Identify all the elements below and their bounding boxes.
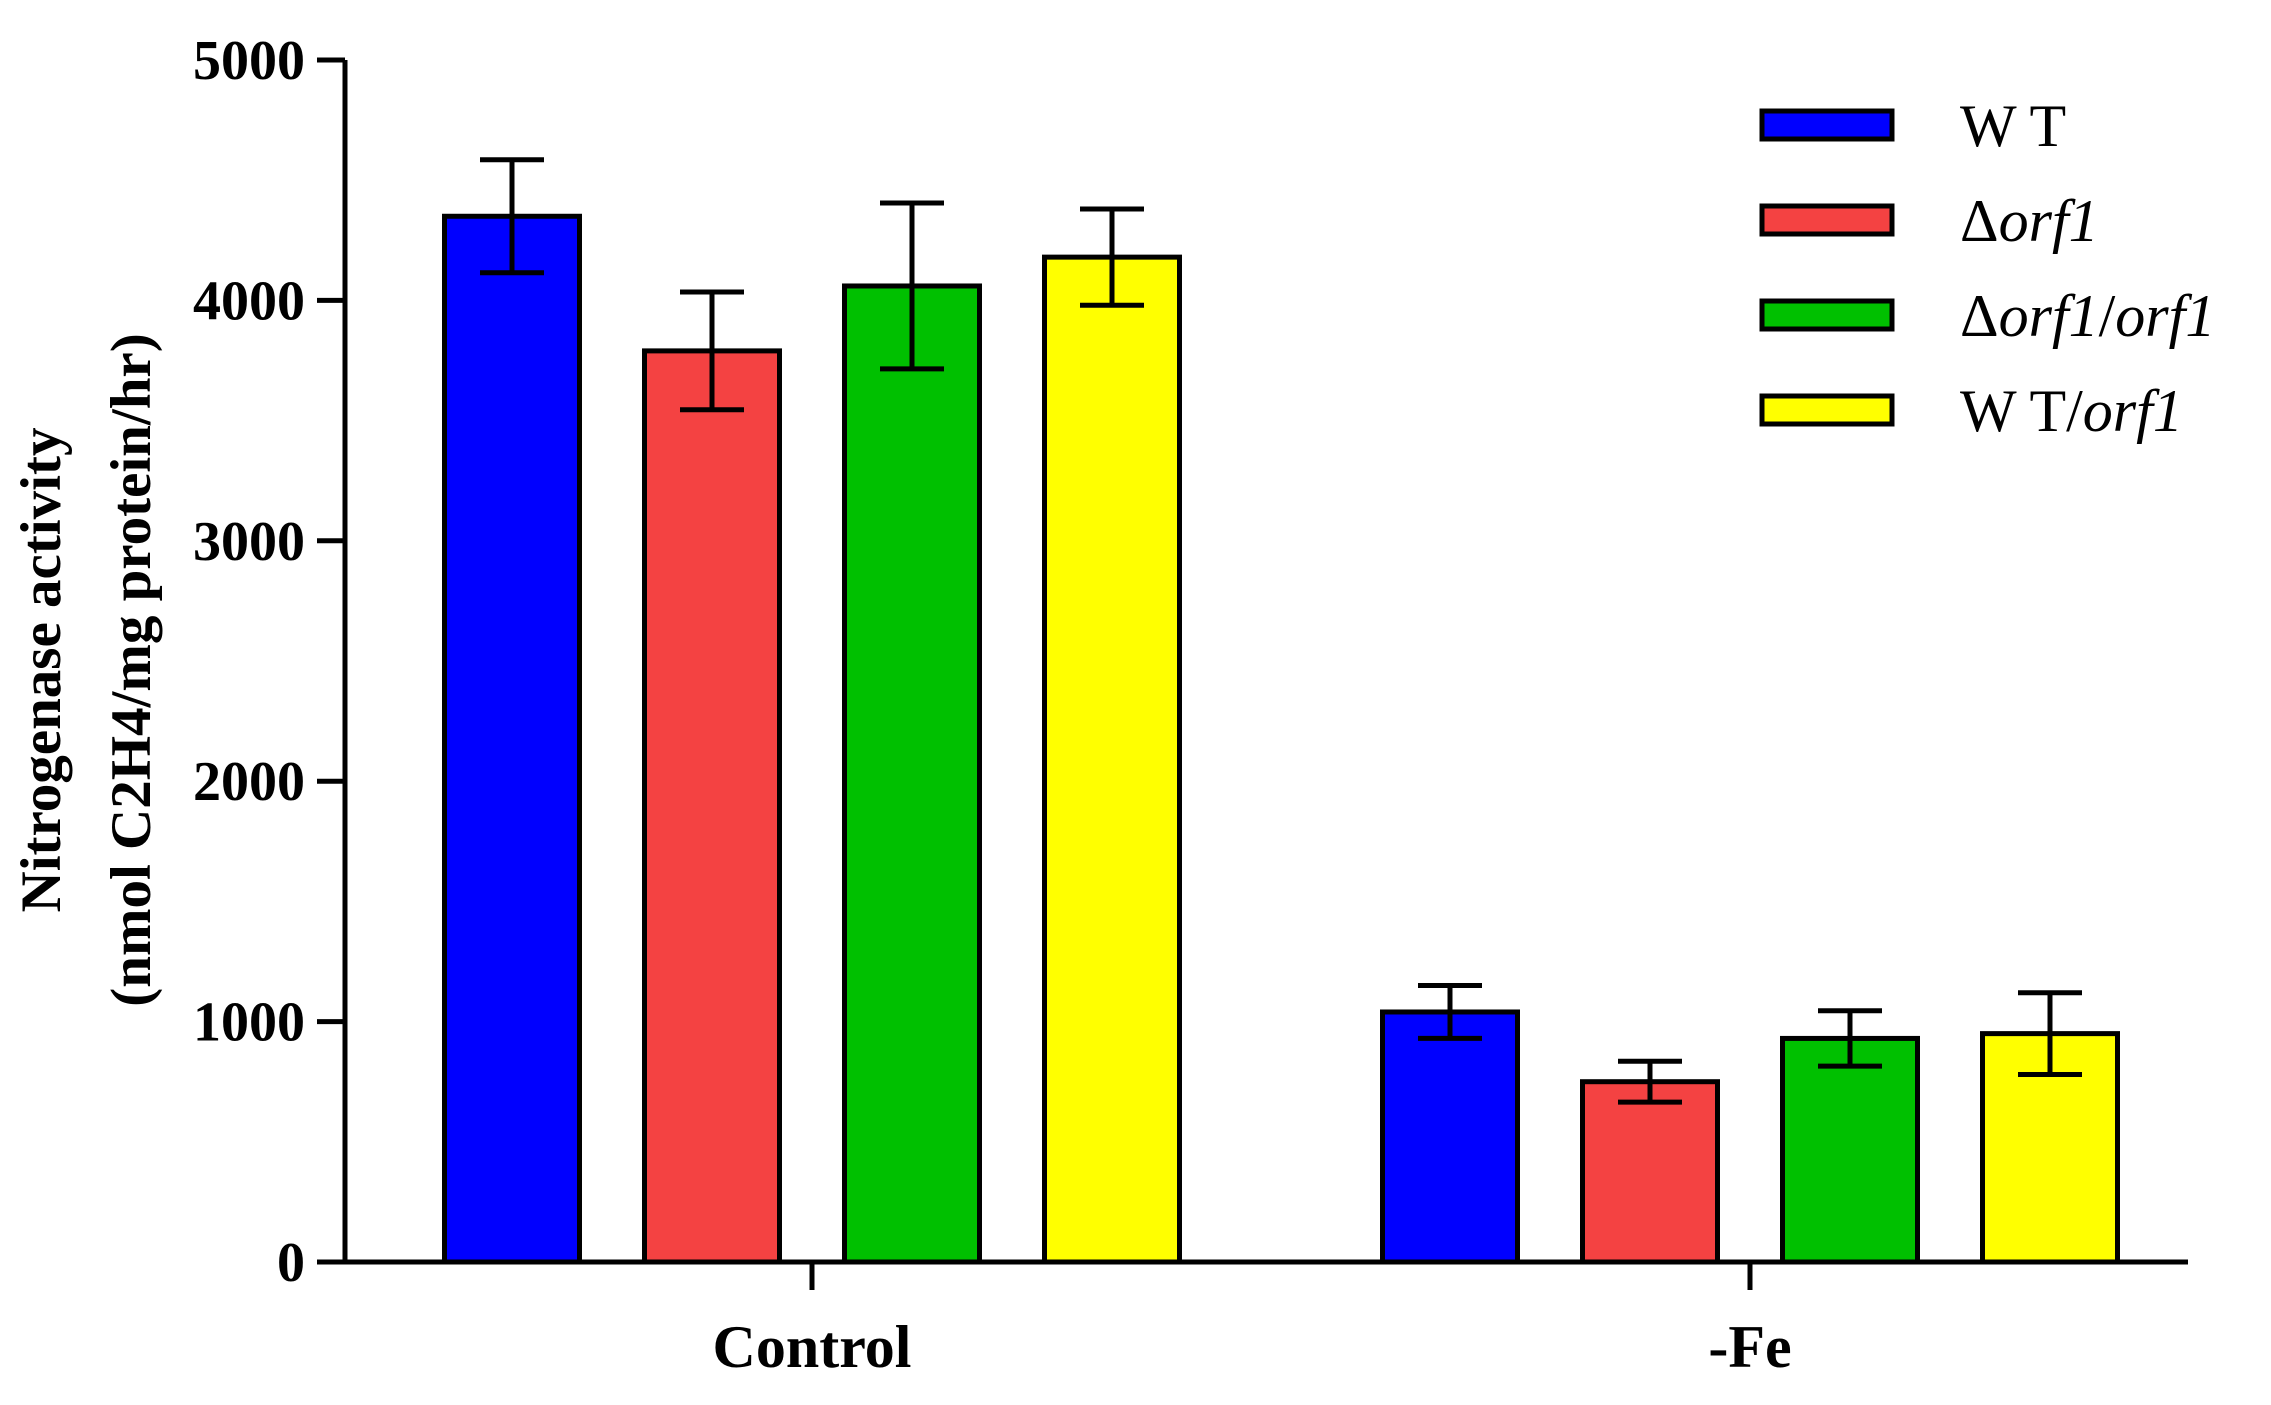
error-bar [480,157,544,276]
bar-1-1 [1580,1079,1720,1265]
y-tick-label: 4000 [193,270,305,332]
error-bar [1818,1008,1882,1069]
bar-1-0 [1380,1009,1520,1265]
bar-0-2 [842,283,982,1265]
y-tick-label: 5000 [193,30,305,92]
legend: W T Δorf1 Δorf1/orf1 W T/orf1 [1759,93,2215,444]
legend-label-2: Δorf1/orf1 [1960,283,2215,349]
bar-0-3 [1042,254,1182,1265]
y-axis-label-line-2: (nmol C2H4/mg protein/hr) [100,333,163,1006]
bars [442,157,2120,1265]
bar-0-1 [642,348,782,1265]
x-tick-label: -Fe [1708,1314,1791,1380]
error-bar [2018,990,2082,1077]
legend-label-1: Δorf1 [1960,188,2099,254]
y-tick-label: 3000 [193,511,305,573]
bar-1-2 [1780,1035,1920,1265]
legend-label-0: W T [1960,93,2066,159]
error-bar [1418,983,1482,1041]
legend-swatch-2 [1759,298,1895,332]
error-bar [680,289,744,413]
y-axis: 0 1000 2000 3000 4000 5000 [193,30,348,1294]
error-bar [880,200,944,372]
error-bar [1618,1058,1682,1105]
legend-swatch-0 [1759,108,1895,142]
error-bar [1080,206,1144,308]
legend-swatch-3 [1759,393,1895,427]
y-axis-label: Nitrogenase activity (nmol C2H4/mg prote… [10,333,163,1006]
y-axis-label-line-1: Nitrogenase activity [10,428,73,913]
y-tick-label: 0 [277,1232,305,1294]
y-tick-label: 2000 [193,751,305,813]
x-axis: Control -Fe [343,1259,2188,1380]
x-tick-label: Control [713,1314,912,1380]
bar-0-0 [442,213,582,1265]
legend-swatch-1 [1759,203,1895,237]
legend-label-3: W T/orf1 [1960,378,2183,444]
y-tick-label: 1000 [193,992,305,1054]
